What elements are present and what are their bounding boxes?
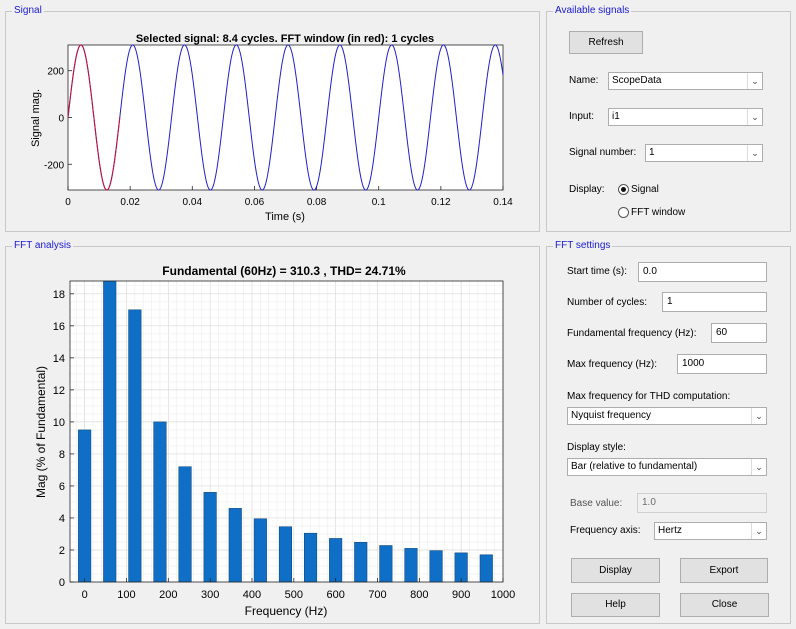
max-freq-thd-label: Max frequency for THD computation: [567, 391, 731, 402]
close-button[interactable]: Close [680, 593, 769, 617]
display-label: Display: [569, 184, 605, 195]
freq-axis-select[interactable]: Hertz ⌄ [654, 522, 767, 540]
input-select[interactable]: i1 ⌄ [608, 108, 763, 126]
signal-number-label: Signal number: [569, 147, 637, 158]
fft-settings-panel: FFT settings [546, 240, 791, 624]
fft-window-radio[interactable] [618, 207, 629, 218]
chevron-down-icon: ⌄ [751, 408, 766, 424]
signal-panel: Signal [5, 5, 540, 232]
signal-radio[interactable] [618, 184, 629, 195]
base-value-label: Base value: [570, 498, 623, 509]
signal-panel-title: Signal [12, 5, 44, 17]
max-freq-thd-value: Nyquist frequency [571, 410, 652, 421]
export-button[interactable]: Export [680, 558, 768, 583]
fund-freq-label: Fundamental frequency (Hz): [567, 328, 697, 339]
display-style-select[interactable]: Bar (relative to fundamental) ⌄ [567, 458, 767, 476]
start-time-label: Start time (s): [567, 266, 628, 277]
fft-analysis-panel: FFT analysis [5, 240, 540, 624]
signal-radio-label[interactable]: Signal [631, 184, 659, 195]
fft-analysis-title: FFT analysis [12, 240, 74, 252]
input-label: Input: [569, 111, 595, 122]
name-select[interactable]: ScopeData ⌄ [608, 72, 763, 90]
base-value-field[interactable]: 1.0 [637, 493, 767, 513]
display-button[interactable]: Display [571, 558, 660, 583]
max-freq-field[interactable]: 1000 [677, 354, 767, 374]
help-button[interactable]: Help [571, 593, 660, 617]
chevron-down-icon: ⌄ [747, 109, 762, 125]
name-label: Name: [569, 75, 599, 86]
num-cycles-field[interactable]: 1 [662, 292, 767, 312]
input-select-value: i1 [612, 111, 620, 122]
display-style-value: Bar (relative to fundamental) [571, 461, 698, 472]
signal-number-select[interactable]: 1 ⌄ [645, 144, 763, 162]
name-select-value: ScopeData [612, 75, 662, 86]
radio-selected-dot [621, 187, 626, 192]
signal-number-value: 1 [649, 147, 655, 158]
max-freq-label: Max frequency (Hz): [567, 359, 658, 370]
freq-axis-label: Frequency axis: [570, 525, 641, 536]
chevron-down-icon: ⌄ [747, 73, 762, 89]
start-time-field[interactable]: 0.0 [638, 262, 767, 282]
refresh-button[interactable]: Refresh [569, 31, 643, 54]
fft-window-radio-label[interactable]: FFT window [631, 207, 686, 218]
freq-axis-value: Hertz [658, 525, 682, 536]
chevron-down-icon: ⌄ [751, 523, 766, 539]
chevron-down-icon: ⌄ [747, 145, 762, 161]
num-cycles-label: Number of cycles: [567, 297, 648, 308]
fund-freq-field[interactable]: 60 [711, 323, 767, 343]
available-signals-panel: Available signals [546, 5, 791, 232]
chevron-down-icon: ⌄ [751, 459, 766, 475]
fft-settings-title: FFT settings [553, 240, 613, 252]
available-signals-title: Available signals [553, 5, 632, 17]
max-freq-thd-select[interactable]: Nyquist frequency ⌄ [567, 407, 767, 425]
display-style-label: Display style: [567, 442, 626, 453]
